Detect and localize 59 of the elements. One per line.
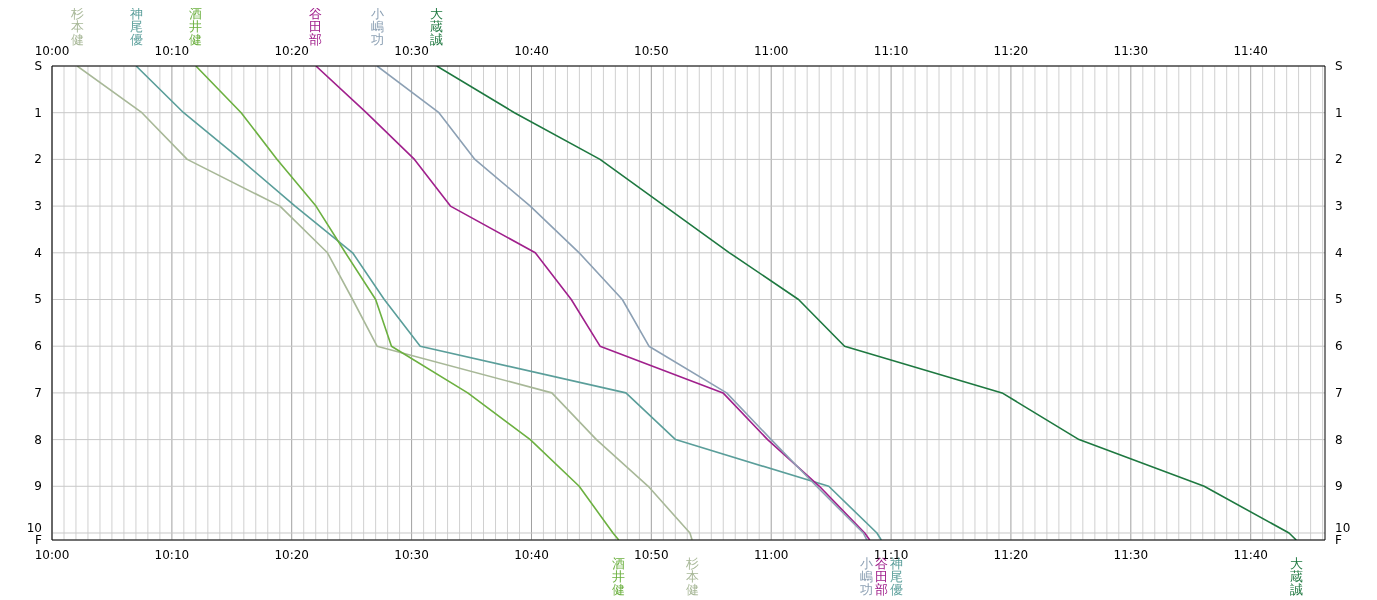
text: 小嶋功 [370, 6, 384, 47]
series-label: 小嶋功 [860, 556, 874, 597]
x-tick-label: 11:30 [1113, 548, 1149, 562]
text: 大蔵誠 [430, 6, 444, 47]
x2-tick-label: 11:30 [1113, 44, 1149, 58]
y2-tick-label: 7 [1335, 385, 1343, 400]
line-series [76, 66, 693, 540]
y2-tick-label: 1 [1335, 105, 1343, 120]
y2-tick-label: 3 [1335, 199, 1343, 214]
y2-tick-label: 9 [1335, 479, 1343, 494]
x2-tick-label: 10:30 [394, 44, 429, 58]
x2-tick-label: 10:50 [634, 44, 669, 58]
text: 酒井健 [189, 6, 203, 47]
x-tick-label: 10:00 [34, 548, 70, 562]
x-tick-label: 10:50 [634, 548, 669, 562]
x-tick-label: 11:40 [1233, 548, 1268, 562]
y-tick-label: 3 [34, 199, 42, 214]
y-tick-label: S [34, 59, 42, 73]
x2-tick-label: 11:40 [1233, 44, 1268, 58]
y-tick-label: F [35, 533, 43, 547]
x2-tick-label: 10:40 [514, 44, 549, 58]
text: 谷田部 [309, 6, 323, 47]
y-tick-label: 8 [34, 432, 42, 447]
x2-tick-label: 11:20 [993, 44, 1029, 58]
line-series [135, 66, 883, 540]
x-tick-label: 10:10 [154, 548, 190, 562]
y-tick-label: 9 [34, 479, 42, 494]
x-tick-label: 10:20 [274, 548, 310, 562]
y-tick-label: 4 [34, 245, 42, 260]
x2-tick-label: 11:10 [873, 44, 909, 58]
line-series [195, 66, 620, 540]
x-tick-label: 10:30 [394, 548, 429, 562]
x2-tick-label: 10:10 [154, 44, 190, 58]
x-tick-label: 11:20 [993, 548, 1029, 562]
y-tick-label: 2 [34, 152, 42, 167]
series-label: 酒井健 [612, 556, 626, 597]
y2-tick-label: 10 [1335, 521, 1351, 535]
y2-tick-label: F [1335, 533, 1342, 547]
y2-tick-label: S [1335, 59, 1343, 73]
x-tick-label: 11:00 [753, 548, 789, 562]
x2-tick-label: 11:00 [753, 44, 789, 58]
text: 杉本健 [70, 6, 84, 47]
line-series [435, 66, 1298, 540]
y-tick-label: 1 [34, 105, 42, 120]
y-tick-label: 7 [34, 385, 42, 400]
series-label: 杉本健 [684, 556, 699, 597]
y2-tick-label: 6 [1335, 339, 1343, 354]
x-tick-label: 10:40 [514, 548, 549, 562]
y2-tick-label: 8 [1335, 432, 1343, 447]
text: 神尾優 [129, 6, 143, 47]
y2-tick-label: 4 [1335, 245, 1343, 260]
y-tick-label: 6 [34, 339, 42, 354]
x2-tick-label: 10:00 [34, 44, 70, 58]
series-label: 大蔵誠 [1289, 556, 1303, 597]
y2-tick-label: 5 [1335, 292, 1343, 307]
x2-tick-label: 10:20 [274, 44, 310, 58]
y2-tick-label: 2 [1335, 152, 1343, 167]
y-tick-label: 10 [26, 521, 42, 535]
y-tick-label: 5 [34, 292, 42, 307]
